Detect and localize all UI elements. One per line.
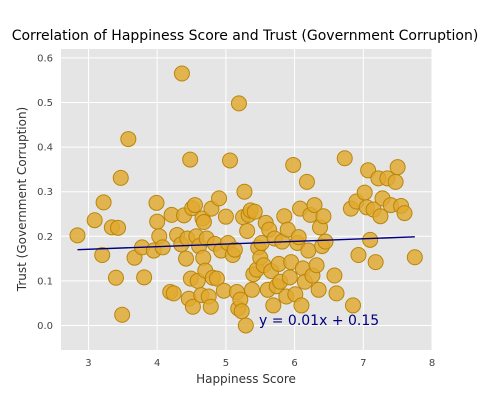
scatter-point [230,95,247,112]
x-tick-labels: 3 4 5 6 7 8 [85,358,435,369]
x-tick-label: 8 [429,358,435,369]
scatter-point [306,197,323,214]
scatter-point [350,247,367,264]
x-tick-label: 3 [85,358,91,369]
scatter-point [396,205,413,222]
scatter-point [367,254,384,271]
scatter-point [406,249,423,266]
y-tick-label: 0.1 [37,276,53,287]
scatter-point [328,285,345,302]
y-tick-label: 0.3 [37,187,53,198]
scatter-point [69,227,86,244]
scatter-point [149,213,166,230]
scatter-point [182,151,199,168]
scatter-point [195,214,212,231]
scatter-point [186,197,203,214]
scatter-point [112,169,129,186]
scatter-point [293,297,310,314]
scatter-point [387,173,404,190]
scatter-point [308,257,325,274]
scatter-point [326,267,343,284]
x-tick-label: 7 [360,358,366,369]
scatter-point [279,221,296,238]
scatter-point [317,233,334,250]
scatter-point [315,208,332,225]
scatter-point [276,208,293,225]
regression-line [77,236,415,251]
scatter-point [136,269,153,286]
scatter-point [236,183,253,200]
scatter-points [69,65,423,334]
scatter-point [178,250,195,267]
scatter-point [372,208,389,225]
scatter-point [237,317,254,334]
scatter-point [298,173,315,190]
scatter-point [184,298,201,315]
scatter-point [165,285,182,302]
scatter-point [300,242,317,259]
chart-title: Correlation of Happiness Score and Trust… [12,28,479,44]
y-tick-label: 0.0 [37,321,53,332]
scatter-point [107,269,124,286]
scatter-point [226,241,243,258]
x-tick-label: 4 [154,358,160,369]
scatter-point [265,297,282,314]
scatter-point [202,298,219,315]
y-tick-label: 0.6 [37,53,53,64]
scatter-point [290,229,307,246]
scatter-point [173,65,190,82]
scatter-point [233,303,250,320]
scatter-point [217,208,234,225]
scatter-point [310,281,327,298]
x-tick-label: 6 [291,358,297,369]
scatter-point [95,194,112,211]
y-tick-label: 0.4 [37,143,53,154]
scatter-point [281,269,298,286]
scatter-point [148,194,165,211]
scatter-point [208,270,225,287]
x-axis-label: Happiness Score [196,372,296,386]
scatter-point [344,297,361,314]
scatter-point [362,231,379,248]
y-tick-label: 0.5 [37,98,53,109]
scatter-point [110,219,127,236]
regression-equation: y = 0.01x + 0.15 [259,313,379,329]
x-tick-label: 5 [223,358,229,369]
scatter-point [211,190,228,207]
scatter-point [222,152,239,169]
scatter-point [114,306,131,323]
scatter-point [243,281,260,298]
scatter-point [154,239,171,256]
scatter-point [86,212,103,229]
scatter-point [389,159,406,176]
y-tick-label: 0.2 [37,232,53,243]
y-axis-label: Trust (Government Corruption) [15,107,29,292]
scatter-point [120,131,137,148]
scatter-point [336,150,353,167]
scatter-point [246,203,263,220]
scatter-point [94,247,111,264]
scatter-point [239,222,256,239]
scatter-point [285,156,302,173]
scatter-point [356,184,373,201]
y-tick-labels: 0.0 0.1 0.2 0.3 0.4 0.5 0.6 [37,53,53,332]
